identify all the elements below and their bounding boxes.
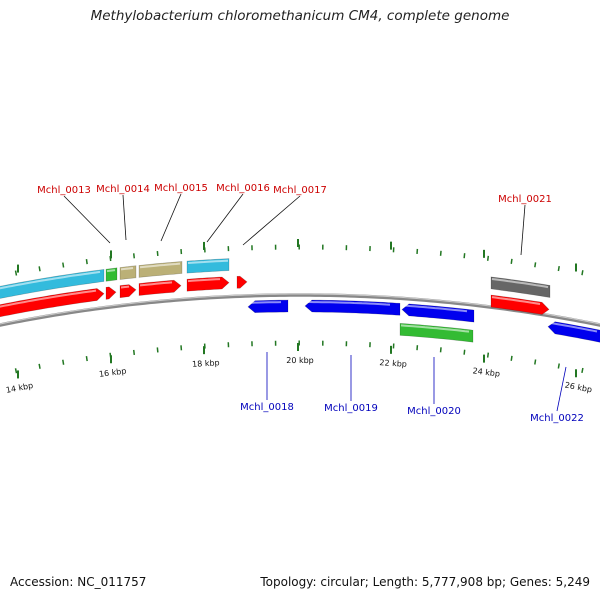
forward-gene-label: Mchl_0015 xyxy=(154,183,208,194)
label-group: Mchl_0013 Mchl_0014 Mchl_0015 Mchl_0016 Mchl… xyxy=(37,183,584,424)
reverse-gene-label: Mchl_0022 xyxy=(530,413,584,424)
cog-bar-0020 xyxy=(399,323,474,343)
outer-minor-tick xyxy=(14,270,18,276)
forward-gene-0017 xyxy=(236,275,248,289)
cog-bar-0012 xyxy=(0,269,105,299)
forward-gene-0014-shine xyxy=(120,285,130,289)
outer-minor-tick xyxy=(581,270,584,276)
reverse-gene-0019-shine xyxy=(306,301,391,306)
cog-bar-0015-shine xyxy=(139,262,181,269)
position-tick-label: 24 kbp xyxy=(472,366,500,378)
reverse-gene-0020-shine xyxy=(402,304,468,313)
forward-gene-0021-shine xyxy=(491,296,541,305)
forward-gene-label: Mchl_0021 xyxy=(498,194,552,205)
tick-group: 14 kbp 16 kbp 18 kbp 20 kbp 22 kbp 24 kbp 26 k… xyxy=(5,239,593,395)
accession-text: Accession: NC_011757 xyxy=(10,575,147,589)
map-title: Methylobacterium chloromethanicum CM4, c… xyxy=(90,8,510,24)
reverse-gene-label: Mchl_0019 xyxy=(324,403,378,414)
forward-leader-line xyxy=(520,204,526,256)
inner-minor-tick xyxy=(557,363,560,369)
position-tick-label: 14 kbp xyxy=(5,381,34,395)
forward-gene-label: Mchl_0016 xyxy=(216,183,270,194)
forward-leader-line xyxy=(63,195,111,244)
inner-minor-tick xyxy=(534,359,537,365)
forward-gene-0016-shine xyxy=(187,278,221,283)
reverse-gene-0020 xyxy=(401,303,475,323)
reverse-gene-0022 xyxy=(547,321,600,343)
outer-minor-tick xyxy=(132,253,136,259)
cog-bar-0020-shine xyxy=(400,324,470,333)
inner-minor-tick xyxy=(62,359,65,365)
inner-minor-tick xyxy=(510,355,513,361)
cog-bar-0021 xyxy=(490,276,551,298)
cog-bar-0021-shine xyxy=(491,278,549,289)
forward-gene-0015-shine xyxy=(139,281,173,287)
forward-gene-0013 xyxy=(105,286,117,300)
position-tick-label: 26 kbp xyxy=(564,381,593,395)
inner-minor-tick xyxy=(486,352,490,358)
feature-group xyxy=(0,258,600,343)
reverse-leader-line xyxy=(556,366,567,412)
leader-group xyxy=(63,193,567,412)
inner-minor-tick xyxy=(14,368,18,374)
outer-minor-tick xyxy=(62,262,65,268)
outer-minor-tick xyxy=(463,253,466,259)
position-tick-label: 20 kbp xyxy=(286,356,314,365)
outer-minor-tick xyxy=(38,266,41,272)
forward-leader-line xyxy=(160,193,182,242)
outer-minor-tick xyxy=(510,258,513,264)
forward-gene-label: Mchl_0017 xyxy=(273,185,327,196)
cog-bar-0012-shine xyxy=(0,270,101,290)
reverse-gene-0018-shine xyxy=(248,301,282,304)
inner-minor-tick xyxy=(85,355,88,362)
cog-bar-0014-shine xyxy=(120,267,134,271)
reverse-gene-label: Mchl_0018 xyxy=(240,402,294,413)
cog-bar-0016-shine xyxy=(187,259,229,264)
position-tick-label: 16 kbp xyxy=(98,366,126,378)
position-tick-label: 22 kbp xyxy=(379,358,407,369)
genome-stats-text: Topology: circular; Length: 5,777,908 bp… xyxy=(260,575,590,589)
outer-minor-tick xyxy=(486,255,490,261)
forward-gene-0012-shine xyxy=(0,289,97,308)
inner-minor-tick xyxy=(463,349,466,355)
forward-gene-label: Mchl_0014 xyxy=(96,184,150,195)
outer-minor-tick xyxy=(534,262,537,268)
backbone-arc xyxy=(0,293,600,327)
position-tick-label: 18 kbp xyxy=(192,358,220,369)
forward-gene-label: Mchl_0013 xyxy=(37,185,91,196)
forward-leader-line xyxy=(242,195,301,246)
cog-bar-0013-shine xyxy=(106,269,116,273)
forward-leader-line xyxy=(206,193,244,243)
inner-minor-tick xyxy=(132,349,136,355)
reverse-gene-0022-shine xyxy=(548,321,598,333)
inner-minor-tick xyxy=(38,363,41,369)
outer-minor-tick xyxy=(557,265,560,272)
inner-minor-tick xyxy=(581,367,584,374)
outer-minor-tick xyxy=(85,259,88,265)
forward-leader-line xyxy=(122,194,127,241)
forward-gene-0012 xyxy=(0,288,105,318)
reverse-gene-label: Mchl_0020 xyxy=(407,406,461,417)
